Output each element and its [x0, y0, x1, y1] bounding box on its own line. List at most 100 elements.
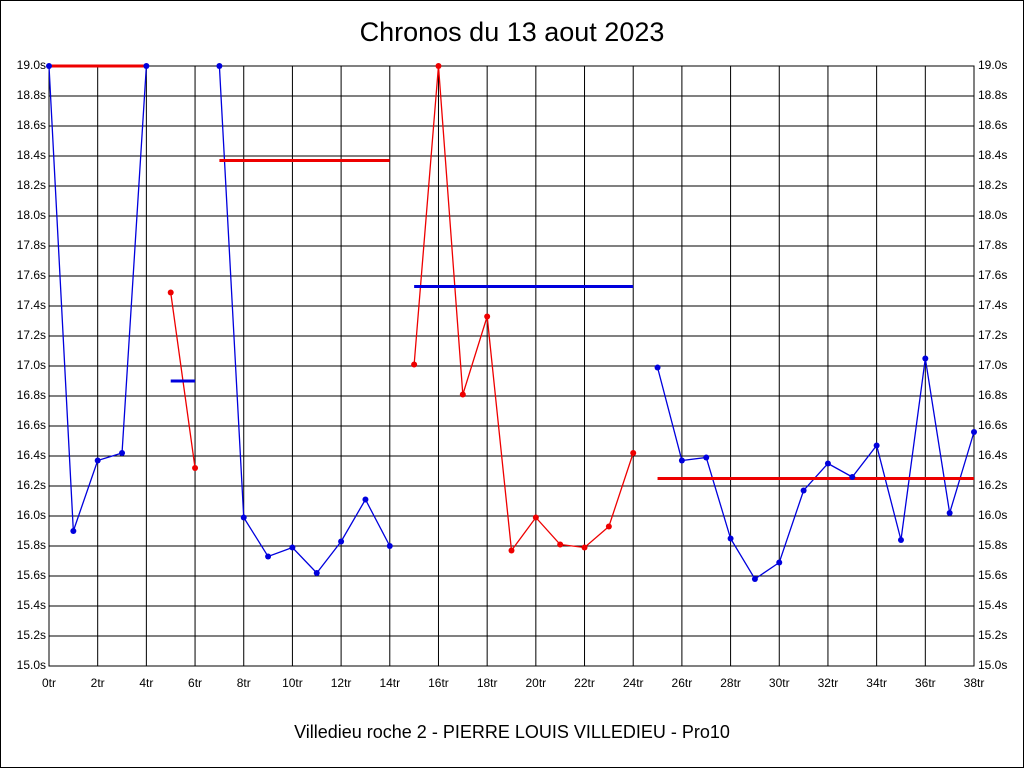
y-tick-label: 19.0s	[17, 58, 46, 72]
y-tick-label: 16.2s	[17, 478, 46, 492]
y-tick-label: 17.2s	[17, 328, 46, 342]
x-tick-label: 0tr	[42, 676, 56, 690]
point	[94, 457, 101, 464]
y-tick-label-right: 17.2s	[978, 328, 1007, 342]
point	[386, 543, 393, 549]
y-tick-label: 16.8s	[17, 388, 46, 402]
x-tick-label: 4tr	[139, 676, 153, 690]
y-tick-label-right: 16.4s	[978, 448, 1007, 462]
point	[654, 364, 661, 371]
y-tick-label: 18.0s	[17, 208, 46, 222]
point	[240, 514, 247, 521]
point	[897, 537, 904, 543]
x-tick-label: 2tr	[91, 676, 105, 690]
y-tick-label-right: 16.0s	[978, 508, 1007, 522]
x-tick-label: 8tr	[237, 676, 251, 690]
point	[435, 63, 442, 69]
point	[70, 528, 77, 534]
point	[532, 514, 539, 521]
point	[557, 541, 564, 548]
y-tick-label: 18.4s	[17, 148, 46, 162]
y-tick-label-right: 15.4s	[978, 598, 1007, 612]
point	[581, 544, 588, 551]
y-tick-label: 17.4s	[17, 298, 46, 312]
point	[192, 465, 199, 471]
x-tick-label: 36tr	[915, 676, 936, 690]
x-tick-label: 14tr	[379, 676, 400, 690]
x-tick-label: 12tr	[331, 676, 352, 690]
point	[971, 429, 977, 435]
point	[630, 450, 637, 456]
y-tick-label: 16.4s	[17, 448, 46, 462]
y-tick-label-right: 18.0s	[978, 208, 1007, 222]
y-tick-label: 18.2s	[17, 178, 46, 192]
y-tick-label: 15.8s	[17, 538, 46, 552]
point	[484, 313, 491, 320]
point	[119, 450, 126, 456]
point	[362, 496, 369, 503]
point	[922, 355, 929, 362]
point	[459, 391, 466, 398]
x-tick-label: 32tr	[818, 676, 839, 690]
point	[216, 63, 223, 69]
y-tick-label-right: 17.0s	[978, 358, 1007, 372]
point	[946, 510, 953, 516]
y-tick-label-right: 18.6s	[978, 118, 1007, 132]
point	[873, 442, 880, 449]
y-tick-label-right: 15.6s	[978, 568, 1007, 582]
y-tick-label-right: 15.0s	[978, 658, 1007, 672]
y-tick-label: 15.4s	[17, 598, 46, 612]
x-tick-label: 26tr	[672, 676, 693, 690]
y-tick-label-right: 17.4s	[978, 298, 1007, 312]
x-tick-label: 24tr	[623, 676, 644, 690]
y-tick-label-right: 16.8s	[978, 388, 1007, 402]
point	[751, 576, 758, 582]
y-tick-label: 15.2s	[17, 628, 46, 642]
point	[338, 538, 345, 545]
y-tick-label-right: 18.8s	[978, 88, 1007, 102]
point	[605, 523, 612, 530]
y-tick-label: 18.8s	[17, 88, 46, 102]
point	[776, 559, 783, 566]
point	[800, 487, 807, 494]
x-tick-label: 30tr	[769, 676, 790, 690]
point	[703, 454, 710, 461]
y-tick-label-right: 18.4s	[978, 148, 1007, 162]
y-tick-label: 16.6s	[17, 418, 46, 432]
point	[167, 289, 174, 296]
x-tick-label: 22tr	[574, 676, 595, 690]
x-tick-label: 16tr	[428, 676, 449, 690]
point	[265, 553, 272, 560]
point	[824, 460, 831, 467]
y-tick-label-right: 15.2s	[978, 628, 1007, 642]
y-tick-label: 15.6s	[17, 568, 46, 582]
point	[508, 547, 515, 554]
y-tick-label: 18.6s	[17, 118, 46, 132]
x-tick-label: 6tr	[188, 676, 202, 690]
x-tick-label: 20tr	[525, 676, 546, 690]
point	[289, 544, 296, 551]
y-tick-label-right: 18.2s	[978, 178, 1007, 192]
y-tick-label: 17.6s	[17, 268, 46, 282]
x-tick-label: 10tr	[282, 676, 303, 690]
y-tick-label-right: 17.6s	[978, 268, 1007, 282]
x-tick-label: 28tr	[720, 676, 741, 690]
y-tick-label-right: 19.0s	[978, 58, 1007, 72]
point	[46, 63, 52, 69]
y-tick-label-right: 16.2s	[978, 478, 1007, 492]
point	[678, 457, 685, 464]
y-tick-label-right: 16.6s	[978, 418, 1007, 432]
chart-title: Chronos du 13 aout 2023	[360, 17, 665, 47]
y-tick-label: 17.8s	[17, 238, 46, 252]
x-axis-label: Villedieu roche 2 - PIERRE LOUIS VILLEDI…	[294, 722, 730, 742]
x-tick-label: 38tr	[964, 676, 985, 690]
point	[411, 361, 418, 368]
y-tick-label-right: 17.8s	[978, 238, 1007, 252]
y-tick-label: 16.0s	[17, 508, 46, 522]
y-tick-label: 15.0s	[17, 658, 46, 672]
plot-frame	[48, 65, 975, 667]
point	[727, 535, 734, 542]
point	[143, 63, 150, 69]
